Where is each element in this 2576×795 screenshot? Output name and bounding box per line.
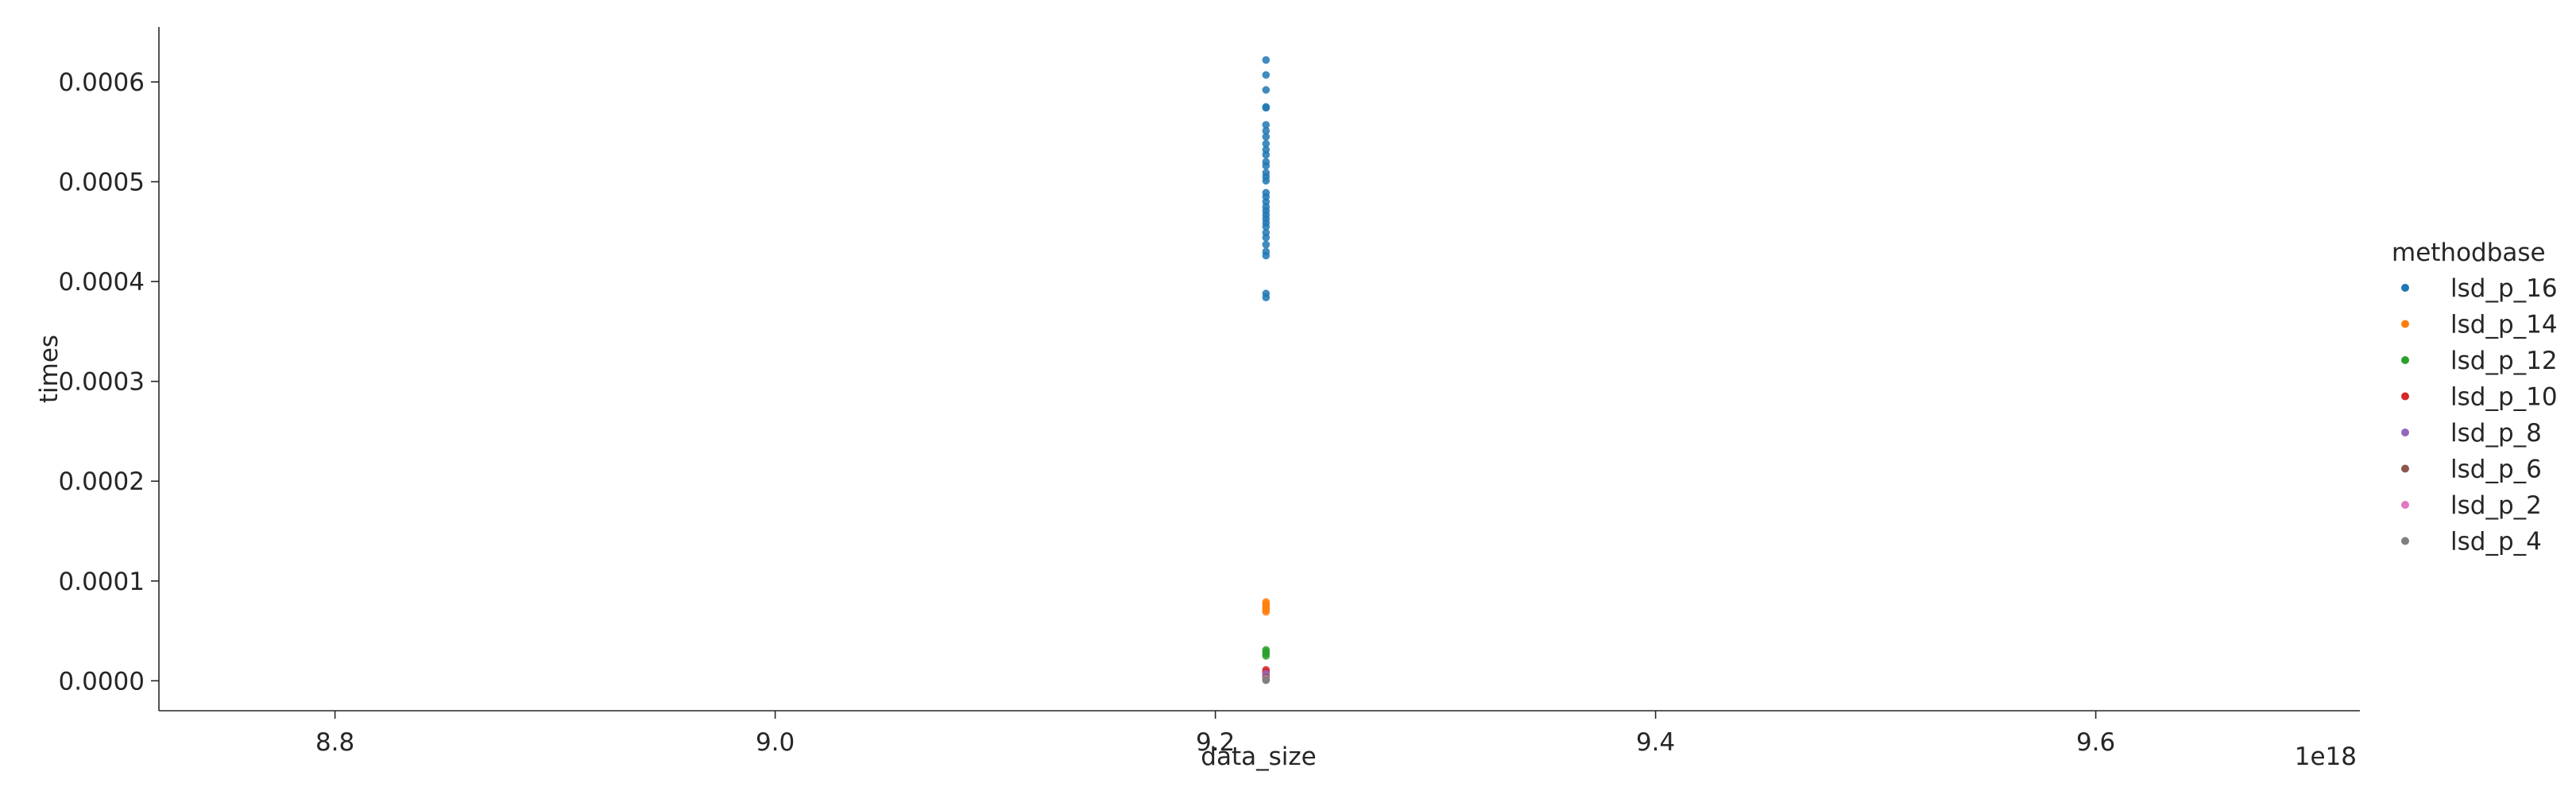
legend-label: lsd_p_14: [2450, 311, 2558, 339]
y-axis-label: times: [35, 335, 64, 403]
data-point-lsd_p_14: [1262, 607, 1271, 616]
legend-marker-lsd_p_14: [2401, 320, 2409, 328]
x-offset-label: 1e18: [2295, 743, 2357, 771]
legend-marker-lsd_p_10: [2401, 392, 2409, 401]
data-point-lsd_p_16: [1262, 251, 1271, 260]
y-tick-label: 0.0004: [59, 268, 145, 297]
legend-label: lsd_p_2: [2450, 491, 2542, 520]
y-tick-label: 0.0000: [59, 667, 145, 696]
data-point-lsd_p_16: [1262, 71, 1271, 80]
data-point-lsd_p_16: [1262, 176, 1271, 185]
legend-marker-lsd_p_12: [2401, 356, 2409, 364]
y-tick-label: 0.0005: [59, 169, 145, 197]
data-point-lsd_p_16: [1262, 133, 1271, 141]
data-point-lsd_p_16: [1262, 240, 1271, 249]
data-point-lsd_p_16: [1262, 121, 1271, 129]
x-axis-label: data_size: [1201, 743, 1316, 771]
data-point-lsd_p_16: [1262, 86, 1271, 94]
legend-marker-lsd_p_2: [2401, 501, 2409, 509]
legend-label: lsd_p_8: [2450, 419, 2542, 448]
data-point-lsd_p_16: [1262, 293, 1271, 302]
legend-label: lsd_p_10: [2450, 383, 2558, 412]
legend-items: lsd_p_16 lsd_p_14 lsd_p_12 lsd_p_10 lsd_p_8l…: [2401, 274, 2558, 556]
x-tick-label: 9.4: [1636, 728, 1675, 757]
data-point-lsd_p_16: [1262, 161, 1271, 170]
data-point-lsd_p_16: [1262, 56, 1271, 64]
data-point-lsd_p_16: [1262, 140, 1271, 148]
data-point-lsd_p_4: [1262, 676, 1271, 684]
x-tick-label: 9.2: [1196, 728, 1235, 757]
data-point-lsd_p_16: [1262, 103, 1271, 112]
legend-title: methodbase: [2392, 238, 2546, 267]
data-point-lsd_p_16: [1262, 150, 1271, 159]
legend-marker-lsd_p_16: [2401, 284, 2409, 292]
data-points: [1262, 56, 1271, 684]
axes: [158, 27, 2360, 712]
legend: methodbase lsd_p_16lsd_p_14lsd_p_12lsd_p…: [2392, 238, 2558, 556]
data-point-lsd_p_16: [1262, 223, 1271, 231]
data-point-lsd_p_12: [1262, 652, 1271, 660]
y-ticks: 0.0000 0.0001 0.0002 0.0003 0.0004 0.0005 0.00…: [59, 68, 159, 696]
x-tick-label: 8.8: [315, 728, 354, 757]
legend-marker-lsd_p_6: [2401, 464, 2409, 473]
y-tick-label: 0.0001: [59, 568, 145, 596]
legend-label: lsd_p_4: [2450, 528, 2542, 556]
legend-label: lsd_p_12: [2450, 347, 2558, 375]
y-tick-label: 0.0006: [59, 68, 145, 97]
y-tick-label: 0.0002: [59, 467, 145, 496]
x-tick-label: 9.0: [756, 728, 795, 757]
x-tick-label: 9.6: [2076, 728, 2115, 757]
legend-marker-lsd_p_8: [2401, 429, 2409, 436]
data-point-lsd_p_16: [1262, 126, 1271, 135]
legend-label: lsd_p_16: [2450, 274, 2558, 303]
legend-label: lsd_p_6: [2450, 456, 2542, 484]
legend-marker-lsd_p_4: [2401, 537, 2409, 545]
x-ticks: 8.8 9.0 9.2 9.4 9.6: [315, 711, 2115, 757]
y-tick-label: 0.0003: [59, 368, 145, 397]
data-point-lsd_p_16: [1262, 234, 1271, 242]
